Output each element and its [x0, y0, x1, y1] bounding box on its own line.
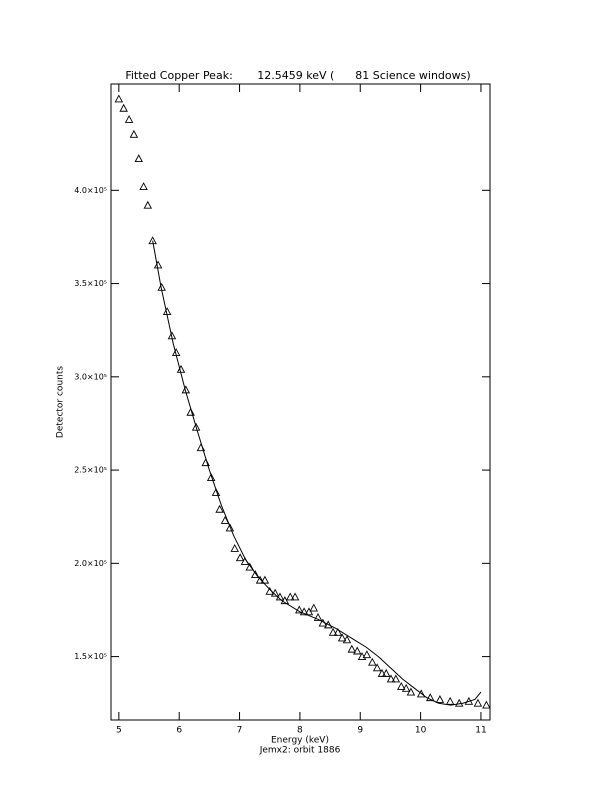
data-point — [225, 523, 235, 532]
data-point — [401, 683, 411, 692]
data-point — [352, 646, 362, 655]
data-point — [295, 605, 304, 614]
data-point — [309, 603, 319, 612]
data-point — [191, 422, 201, 431]
data-point — [119, 103, 128, 112]
fit-line — [152, 240, 482, 706]
y-tick-label: 3.0×10⁵ — [74, 372, 107, 381]
data-point — [139, 182, 148, 191]
data-point — [324, 620, 333, 629]
data-point — [333, 627, 343, 636]
data-point — [435, 695, 445, 703]
data-point — [290, 592, 300, 601]
y-tick-label: 2.0×10⁵ — [74, 559, 107, 568]
data-point — [347, 644, 357, 653]
x-tick-label: 5 — [116, 726, 122, 736]
x-tick-label: 9 — [357, 726, 363, 736]
data-point — [255, 575, 265, 584]
x-tick-label: 10 — [415, 726, 427, 736]
data-point — [313, 612, 323, 621]
data-point — [337, 633, 347, 642]
y-tick-label: 4.0×10⁵ — [74, 186, 107, 195]
data-point — [299, 607, 309, 616]
data-point — [386, 674, 396, 683]
data-point — [129, 129, 139, 138]
data-point — [328, 627, 338, 636]
data-point — [416, 689, 426, 698]
data-point — [215, 504, 224, 513]
data-point — [285, 592, 295, 601]
data-point — [362, 650, 372, 659]
data-point — [368, 657, 377, 666]
data-point — [280, 596, 290, 605]
data-point — [445, 696, 455, 705]
data-point — [250, 570, 260, 578]
data-point — [230, 543, 239, 552]
x-tick-label: 7 — [237, 726, 243, 736]
data-point — [211, 488, 221, 496]
data-point — [134, 154, 144, 163]
data-point — [406, 687, 416, 696]
data-point — [148, 236, 157, 245]
data-point — [454, 698, 464, 707]
data-point — [372, 663, 382, 672]
data-point — [381, 668, 391, 677]
y-tick-label: 1.5×10⁵ — [74, 652, 107, 661]
x-axis-label: Energy (keV) — [271, 736, 329, 746]
data-point — [143, 200, 153, 209]
plot-frame — [110, 83, 491, 721]
x-axis-label-2: Jemx2: orbit 1886 — [259, 746, 341, 756]
data-point — [342, 635, 352, 644]
data-point — [304, 607, 314, 616]
y-axis-label: Detector counts — [56, 366, 66, 438]
chart-title: Fitted Copper Peak: 12.5459 keV ( 81 Sci… — [125, 69, 470, 82]
data-point — [482, 700, 491, 709]
y-tick-label: 3.5×10⁵ — [74, 279, 107, 288]
data-point — [397, 681, 406, 690]
x-tick-label: 11 — [475, 726, 486, 736]
data-point — [473, 698, 483, 707]
y-tick-label: 2.5×10⁵ — [74, 466, 107, 475]
x-tick-label: 6 — [176, 726, 182, 736]
data-point — [186, 407, 195, 416]
data-point — [245, 562, 255, 571]
data-point — [235, 553, 245, 562]
data-point — [220, 515, 230, 524]
data-point — [124, 114, 134, 123]
data-point — [425, 693, 435, 702]
data-point — [260, 575, 270, 584]
data-point — [377, 668, 387, 677]
data-point — [206, 473, 216, 481]
data-point — [114, 94, 124, 103]
data-point — [391, 674, 401, 683]
x-tick-label: 8 — [297, 726, 303, 736]
